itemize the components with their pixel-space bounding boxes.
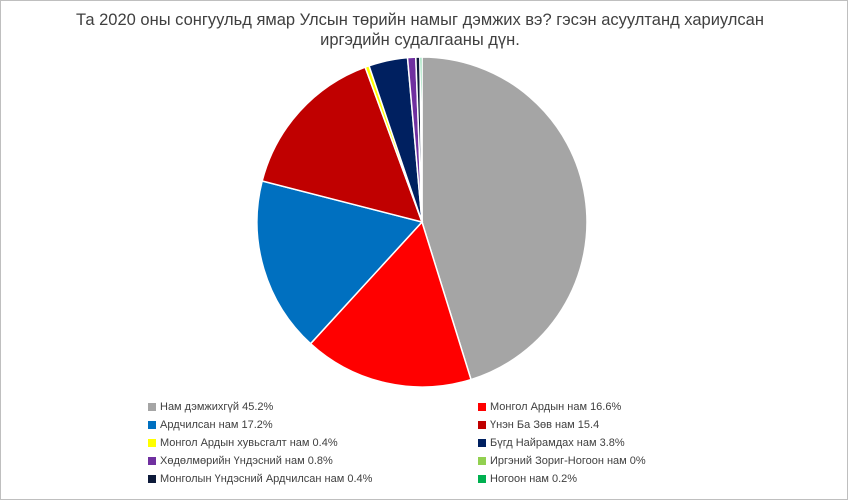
legend-item: Монгол Ардын хувьсгалт нам 0.4% (148, 434, 478, 451)
pie-slice (419, 56, 423, 223)
legend-swatch (478, 402, 486, 411)
pie-slice (421, 56, 588, 381)
legend-label: Монголын Үндэсний Ардчилсан нам 0.4% (160, 472, 373, 485)
legend-item: Иргэний Зориг-Ногоон нам 0% (478, 452, 708, 469)
legend-item: Хөдөлмөрийн Үндэсний нам 0.8% (148, 452, 478, 469)
legend-swatch (148, 456, 156, 465)
legend: Нам дэмжихгүй 45.2% Монгол Ардын нам 16.6… (148, 398, 708, 487)
legend-item: Нам дэмжихгүй 45.2% (148, 398, 478, 415)
legend-item: Ногоон нам 0.2% (478, 470, 708, 487)
legend-item: Монгол Ардын нам 16.6% (478, 398, 708, 415)
legend-label: Иргэний Зориг-Ногоон нам 0% (490, 454, 646, 467)
legend-label: Хөдөлмөрийн Үндэсний нам 0.8% (160, 454, 333, 467)
legend-swatch (148, 474, 156, 483)
legend-label: Нам дэмжихгүй 45.2% (160, 400, 274, 413)
legend-item: Бүгд Найрамдах нам 3.8% (478, 434, 708, 451)
legend-label: Монгол Ардын нам 16.6% (490, 400, 622, 413)
legend-label: Монгол Ардын хувьсгалт нам 0.4% (160, 436, 338, 449)
legend-swatch (478, 456, 486, 465)
chart-title: Та 2020 оны сонгуульд ямар Улсын төрийн … (76, 11, 764, 49)
legend-swatch (478, 420, 486, 429)
legend-swatch (478, 438, 486, 447)
legend-label: Ардчилсан нам 17.2% (160, 418, 273, 431)
legend-item: Ардчилсан нам 17.2% (148, 416, 478, 433)
legend-label: Үнэн Ба Зөв нам 15.4 (490, 418, 600, 431)
legend-swatch (478, 474, 486, 483)
legend-item: Үнэн Ба Зөв нам 15.4 (478, 416, 708, 433)
legend-swatch (148, 420, 156, 429)
legend-item: Монголын Үндэсний Ардчилсан нам 0.4% (148, 470, 478, 487)
pie-slice (309, 220, 472, 388)
pie-slice (256, 180, 424, 345)
pie-slice (261, 66, 424, 224)
legend-swatch (148, 438, 156, 447)
legend-label: Бүгд Найрамдах нам 3.8% (490, 436, 625, 449)
legend-swatch (148, 402, 156, 411)
legend-label: Ногоон нам 0.2% (490, 472, 578, 485)
